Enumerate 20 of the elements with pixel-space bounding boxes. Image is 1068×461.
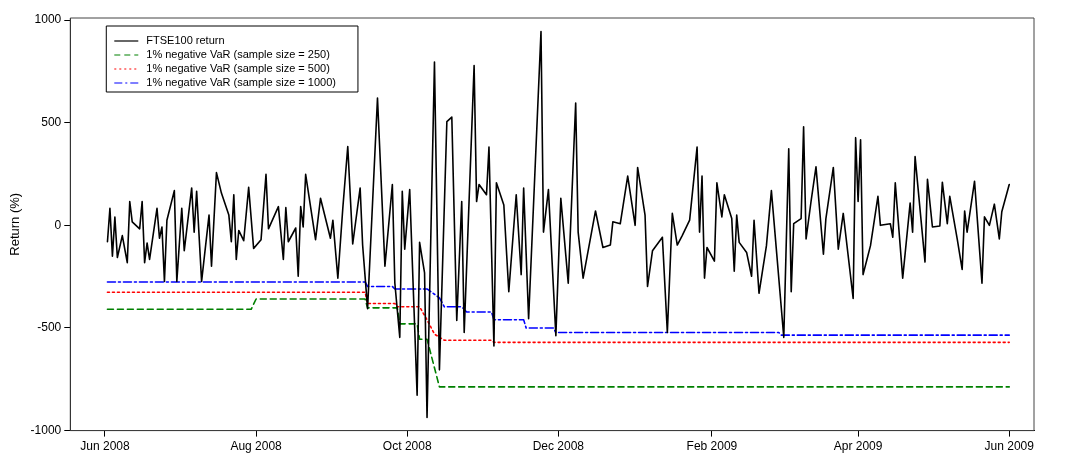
x-tick-label: Feb 2009 xyxy=(686,439,738,454)
x-tick-label: Apr 2009 xyxy=(833,439,883,454)
y-tick-label: -1000 xyxy=(30,422,62,437)
legend-label: FTSE100 return xyxy=(146,34,225,47)
x-tick-label: Dec 2008 xyxy=(532,439,585,454)
y-tick-label: 500 xyxy=(41,115,62,129)
y-axis-title: Return (%) xyxy=(7,192,23,256)
line-series xyxy=(106,298,1011,388)
x-tick-label: Jun 2009 xyxy=(984,439,1035,454)
y-tick-label: 1000 xyxy=(34,12,62,27)
x-tick-label: Aug 2008 xyxy=(230,439,283,454)
legend-label: 1% negative VaR (sample size = 250) xyxy=(146,48,330,61)
legend-label: 1% negative VaR (sample size = 1000) xyxy=(146,76,336,89)
x-tick-label: Jun 2008 xyxy=(80,439,130,454)
legend-label: 1% negative VaR (sample size = 500) xyxy=(146,62,330,75)
line-series xyxy=(106,291,1011,344)
x-tick-label: Oct 2008 xyxy=(382,439,432,454)
y-tick-label: 0 xyxy=(54,217,62,232)
line-series xyxy=(106,281,1011,336)
y-tick-label: -500 xyxy=(37,320,62,335)
